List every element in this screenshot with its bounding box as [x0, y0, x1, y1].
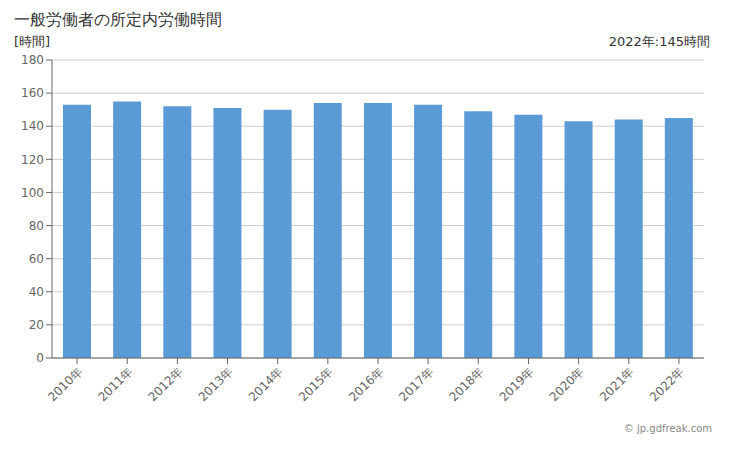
html-text:2022年:145時間: 2022年:145時間 — [608, 34, 710, 49]
svg-text:2011年: 2011年 — [95, 364, 135, 404]
svg-text:2017年: 2017年 — [396, 364, 436, 404]
svg-text:2021年: 2021年 — [597, 364, 637, 404]
svg-text:120: 120 — [21, 153, 44, 167]
svg-text:40: 40 — [29, 285, 44, 299]
svg-text:2018年: 2018年 — [446, 364, 486, 404]
svg-text:60: 60 — [29, 252, 44, 266]
svg-text:2014年: 2014年 — [246, 364, 286, 404]
svg-text:2016年: 2016年 — [346, 364, 386, 404]
html-text:[時間]: [時間] — [14, 34, 51, 49]
svg-text:2015年: 2015年 — [296, 364, 336, 404]
html-text:© jp.gdfreak.com: © jp.gdfreak.com — [623, 423, 712, 434]
svg-text:160: 160 — [21, 86, 44, 100]
html-text:一般労働者の所定内労働時間: 一般労働者の所定内労働時間 — [14, 10, 222, 29]
svg-text:2010年: 2010年 — [45, 364, 85, 404]
svg-text:2012年: 2012年 — [146, 364, 186, 404]
svg-text:20: 20 — [29, 318, 44, 332]
svg-text:80: 80 — [29, 219, 44, 233]
svg-text:2022年: 2022年 — [647, 364, 687, 404]
svg-text:2013年: 2013年 — [196, 364, 236, 404]
svg-text:0: 0 — [36, 351, 44, 365]
svg-text:2020年: 2020年 — [547, 364, 587, 404]
svg-text:180: 180 — [21, 53, 44, 67]
svg-text:2019年: 2019年 — [497, 364, 537, 404]
svg-text:100: 100 — [21, 186, 44, 200]
svg-text:140: 140 — [21, 119, 44, 133]
